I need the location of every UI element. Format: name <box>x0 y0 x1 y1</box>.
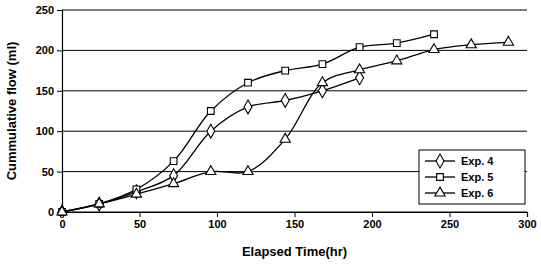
marker <box>94 198 104 207</box>
tick: 300 <box>518 212 536 230</box>
tick: 50 <box>42 166 62 178</box>
tick-label: 0 <box>59 218 65 230</box>
marker <box>466 39 476 48</box>
plot: 050100150200250300050100150200250Exp. 4E… <box>36 4 537 230</box>
marker <box>431 31 438 38</box>
legend-label: Exp. 4 <box>461 155 494 167</box>
tick-label: 250 <box>441 218 459 230</box>
marker <box>319 61 326 68</box>
tick: 100 <box>36 125 62 137</box>
tick-mark <box>217 212 218 217</box>
marker <box>244 100 252 114</box>
marker <box>57 206 67 215</box>
tick-mark <box>57 91 62 92</box>
tick-mark <box>57 10 62 11</box>
grid-line <box>62 90 527 91</box>
tick: 200 <box>363 212 381 230</box>
marker <box>393 40 400 47</box>
marker <box>169 178 179 187</box>
tick-mark <box>57 131 62 132</box>
legend-box <box>419 150 525 204</box>
marker <box>503 36 513 45</box>
tick-mark <box>372 212 373 217</box>
marker <box>392 55 402 64</box>
tick-mark <box>527 212 528 217</box>
tick: 250 <box>36 4 62 16</box>
tick-mark <box>57 50 62 51</box>
tick-mark <box>140 212 141 217</box>
tick-label: 250 <box>36 4 54 16</box>
grid <box>62 10 527 212</box>
marker <box>355 64 365 73</box>
tick: 100 <box>208 212 226 230</box>
axis-line <box>63 213 528 218</box>
tick-mark <box>450 212 451 217</box>
marker <box>429 44 439 53</box>
tick-label: 150 <box>36 85 54 97</box>
marker <box>243 166 253 175</box>
marker <box>207 108 214 115</box>
tick: 200 <box>36 44 62 56</box>
legend-label: Exp. 6 <box>461 187 493 199</box>
legend-marker <box>436 154 444 168</box>
marker <box>207 124 215 138</box>
legend: Exp. 4 Exp. 5 Exp. 6 <box>419 150 525 204</box>
marker <box>317 77 327 86</box>
marker <box>281 94 289 108</box>
marker <box>170 158 177 165</box>
legend-label: Exp. 5 <box>461 171 493 183</box>
series-line <box>62 34 434 212</box>
tick-label: 200 <box>36 44 54 56</box>
grid-line <box>62 50 527 51</box>
x-axis: 0 50 100 150 200 250 300 <box>59 212 536 230</box>
tick-label: 100 <box>36 125 54 137</box>
tick-label: 50 <box>42 166 54 178</box>
marker <box>282 67 289 74</box>
legend-marker <box>437 174 444 181</box>
tick-label: 100 <box>208 218 226 230</box>
grid-line <box>62 131 527 132</box>
legend-marker <box>435 187 445 196</box>
axis-line <box>57 11 63 213</box>
x-axis-title: Elapsed Time(hr) <box>242 244 347 259</box>
tick: 150 <box>36 85 62 97</box>
tick: 150 <box>286 212 304 230</box>
tick-label: 150 <box>286 218 304 230</box>
tick: 250 <box>441 212 459 230</box>
tick-mark <box>295 212 296 217</box>
marker <box>356 44 363 51</box>
tick-label: 200 <box>363 218 381 230</box>
grid-line <box>62 10 527 11</box>
tick-mark <box>57 172 62 173</box>
y-axis-title: Cummulative flow (ml) <box>4 42 19 181</box>
y-axis: 0 50 100 150 200 250 <box>36 4 63 218</box>
tick-label: 0 <box>48 206 54 218</box>
marker <box>280 133 290 142</box>
tick-label: 300 <box>518 218 536 230</box>
marker <box>206 166 216 175</box>
series-line <box>62 78 360 212</box>
marker <box>245 79 252 86</box>
chart: 050100150200250300050100150200250Exp. 4E… <box>0 0 541 264</box>
marker <box>131 188 141 197</box>
tick-label: 50 <box>134 218 146 230</box>
tick: 50 <box>134 212 146 230</box>
